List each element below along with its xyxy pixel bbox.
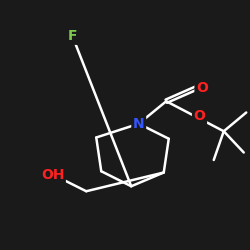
Text: O: O [196,80,208,94]
Text: OH: OH [41,168,64,182]
Text: N: N [133,117,144,131]
Text: F: F [68,29,77,43]
Text: O: O [194,109,205,123]
